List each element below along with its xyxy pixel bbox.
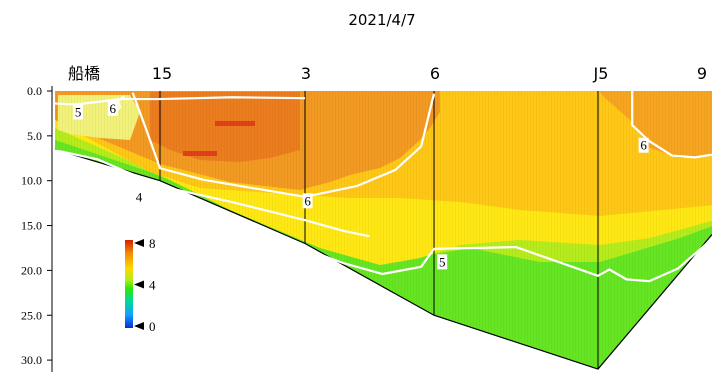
chart-title: 2021/4/7 [348, 11, 415, 29]
contour-label-0: 5 [75, 105, 82, 120]
station-label-6: 6 [430, 64, 440, 83]
station-label-J5: J5 [593, 64, 609, 83]
station-label-9: 9 [697, 64, 707, 83]
contour-line-6-5 [631, 91, 712, 159]
station-label-船橋: 船橋 [68, 64, 100, 83]
y-tick-label-2: 10.0 [21, 174, 42, 188]
y-tick-label-4: 20.0 [21, 263, 42, 277]
station-labels: 船橋 15 3 6 J5 9 [68, 64, 707, 83]
seabed-profile [54, 148, 712, 370]
contour-label-3: 6 [304, 193, 311, 208]
y-tick-label-0: 0.0 [27, 84, 42, 98]
contour-labels: 5 6 4 6 5 6 [73, 100, 649, 270]
station-label-3: 3 [301, 64, 311, 83]
contour-label-5: 6 [640, 138, 647, 153]
contour-label-bg-2 [134, 189, 144, 205]
colorbar-tick-label-4: 4 [149, 278, 156, 293]
station-label-15: 15 [152, 64, 172, 83]
colorbar-ramp [125, 240, 133, 328]
y-ticks: 0.0 5.0 10.0 15.0 20.0 25.0 30.0 [21, 84, 52, 367]
colorbar-ticks: 8 4 0 [134, 236, 156, 334]
colorbar-marker-4 [134, 280, 144, 289]
contour-label-2: 4 [136, 190, 143, 205]
contour-label-1: 6 [110, 101, 117, 116]
contour-line-4-3 [54, 149, 370, 238]
colorbar-marker-0 [134, 322, 144, 330]
contour-label-bg-5 [638, 137, 649, 153]
station-lines [159, 91, 599, 370]
y-tick-label-5: 25.0 [21, 308, 42, 322]
y-tick-label-3: 15.0 [21, 219, 42, 233]
y-tick-label-1: 5.0 [27, 129, 42, 143]
contour-label-4: 5 [439, 254, 446, 269]
colorbar-tick-label-8: 8 [149, 236, 156, 251]
contour-label-bg-3 [302, 193, 313, 209]
contour-label-bg-4 [437, 254, 448, 270]
colorbar-tick-label-0: 0 [149, 319, 156, 334]
colorbar-marker-8 [134, 239, 144, 247]
contour-label-bg-0 [73, 104, 84, 120]
y-tick-label-6: 30.0 [21, 353, 42, 367]
contour-label-bg-1 [107, 100, 118, 116]
contour-line-5-4 [304, 238, 712, 283]
seabed-line [54, 148, 712, 370]
colorbar: 8 4 0 [125, 236, 156, 334]
